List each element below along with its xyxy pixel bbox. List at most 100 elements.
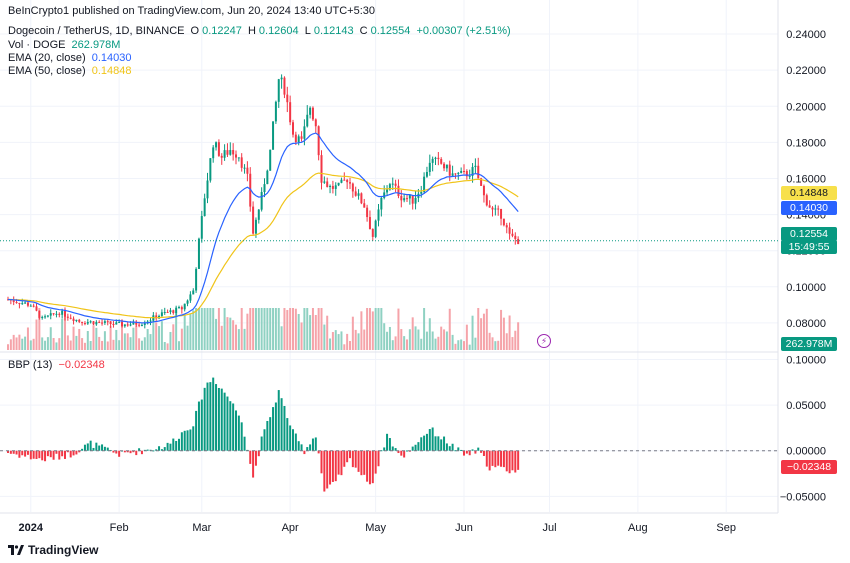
bbp-bar <box>12 450 15 454</box>
bbp-bar <box>349 450 351 459</box>
symbol-name: Dogecoin / TetherUS, 1D, BINANCE <box>8 25 185 37</box>
volume-bar <box>380 308 383 350</box>
bbp-bar <box>431 427 434 451</box>
bbp-legend[interactable]: BBP (13) −0.02348 <box>8 359 108 372</box>
volume-bar <box>260 308 263 350</box>
bbp-bar <box>451 443 454 451</box>
bbp-bar <box>340 450 343 476</box>
candle-body <box>494 208 497 210</box>
volume-bar <box>206 308 209 350</box>
volume-bar <box>192 310 195 350</box>
candle-body <box>195 268 198 291</box>
tradingview-brand[interactable]: TradingView <box>8 543 98 557</box>
volume-bar <box>443 329 446 350</box>
bbp-bar <box>434 436 437 451</box>
candle-body <box>272 121 275 150</box>
volume-bar <box>26 327 29 350</box>
candle-body <box>323 181 326 183</box>
bbp-bar <box>41 450 44 461</box>
bbp-bar <box>317 450 320 454</box>
bbp-bar <box>175 440 178 451</box>
volume-bar <box>357 333 360 350</box>
volume-bar <box>326 315 329 350</box>
bbp-bar <box>200 399 203 451</box>
bbp-bar <box>488 450 491 471</box>
bbp-bar <box>494 450 497 468</box>
symbol-legend[interactable]: Dogecoin / TetherUS, 1D, BINANCE O 0.1224… <box>8 25 514 38</box>
candle-body <box>360 193 363 204</box>
bbp-bar <box>274 402 277 451</box>
volume-bar <box>32 338 35 350</box>
volume-bar <box>351 316 354 350</box>
candle-body <box>135 321 138 325</box>
volume-bar <box>517 322 520 350</box>
volume-bar <box>417 329 420 350</box>
volume-bar <box>368 308 371 350</box>
candle-body <box>138 324 141 326</box>
bbp-bar <box>303 450 306 455</box>
volume-bar <box>235 324 237 350</box>
volume-bar <box>434 338 437 350</box>
ema50-value: 0.14848 <box>91 65 132 77</box>
candle-body <box>123 324 126 327</box>
candle-body <box>354 191 357 196</box>
volume-bar <box>229 317 232 350</box>
candle-body <box>497 208 500 210</box>
bbp-bar <box>215 384 218 451</box>
bbp-bar <box>15 450 18 455</box>
ema50-legend[interactable]: EMA (50, close) 0.14848 <box>8 65 134 78</box>
candle-body <box>388 184 391 190</box>
candle-body <box>83 323 86 325</box>
volume-bar <box>514 330 517 350</box>
volume-bar <box>86 331 89 350</box>
bbp-bar <box>163 447 166 451</box>
bbp-bar <box>180 432 183 451</box>
candle-body <box>266 170 269 185</box>
volume-legend[interactable]: Vol · DOGE 262.978M <box>8 39 123 52</box>
volume-bar <box>186 325 189 350</box>
volume-bar <box>175 312 178 350</box>
candle-body <box>320 155 323 183</box>
bbp-bar <box>465 450 468 454</box>
x-tick-label: May <box>365 522 386 534</box>
volume-bar <box>169 331 172 350</box>
candle-body <box>32 305 35 307</box>
candlestick-series <box>7 74 520 329</box>
bbp-bar <box>86 443 89 451</box>
candle-body <box>274 101 277 122</box>
bbp-bar <box>197 401 200 451</box>
volume-bar <box>160 321 163 350</box>
volume-bar <box>123 333 126 350</box>
bbp-bar <box>309 444 312 451</box>
bbp-bar <box>400 450 403 456</box>
bbp-bar <box>420 437 423 451</box>
candle-body <box>237 157 240 159</box>
candle-body <box>431 158 434 163</box>
candle-body <box>485 195 488 206</box>
volume-bar <box>477 308 480 350</box>
candle-body <box>197 238 200 269</box>
volume-bar <box>360 311 363 350</box>
volume-bar <box>400 329 403 350</box>
candle-body <box>383 192 386 198</box>
bbp-bar <box>129 450 132 454</box>
volume-bar <box>252 308 255 350</box>
candle-body <box>49 313 52 316</box>
candle-body <box>118 322 121 324</box>
volume-bar <box>243 328 246 350</box>
bbp-bar <box>314 437 317 451</box>
candle-body <box>189 294 192 301</box>
volume-bar <box>272 308 275 350</box>
volume-bar <box>269 308 272 350</box>
last-price-label: 0.12554 <box>781 227 837 241</box>
candle-body <box>24 302 27 304</box>
volume-bar <box>406 339 408 350</box>
volume-value: 262.978M <box>71 39 121 51</box>
ema20-legend[interactable]: EMA (20, close) 0.14030 <box>8 52 134 65</box>
candle-body <box>212 147 215 159</box>
volume-bar <box>46 337 49 350</box>
candle-body <box>371 229 374 237</box>
lightning-icon[interactable]: ⚡ <box>537 334 551 348</box>
bbp-bar <box>21 450 24 456</box>
volume-bar <box>317 308 320 350</box>
